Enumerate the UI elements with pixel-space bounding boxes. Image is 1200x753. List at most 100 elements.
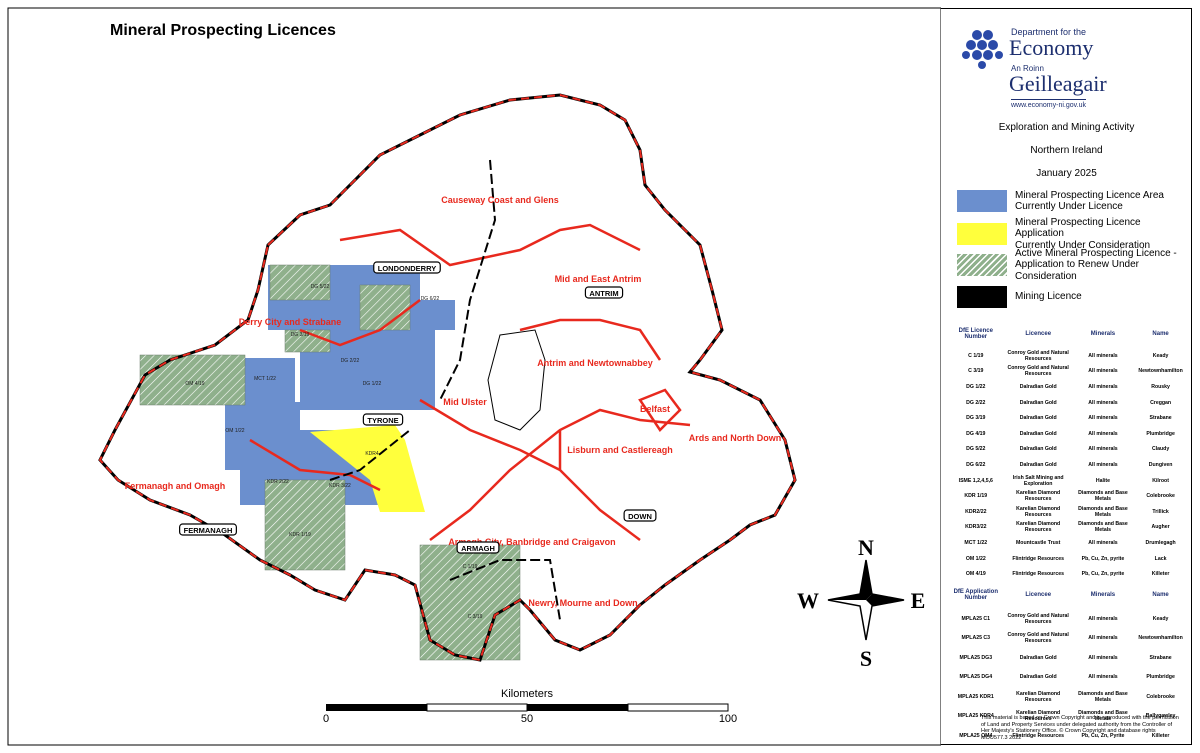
table-cell: KDR 1/19 xyxy=(964,493,988,500)
table-row: KDR2/22 Karelian Diamond Resources Diamond… xyxy=(947,504,1187,520)
compass-n: N xyxy=(858,535,874,560)
header-row: DfE Licence Number Licencee Minerals Name xyxy=(947,320,1187,348)
legend-line: Mineral Prospecting Licence Area xyxy=(1015,189,1164,201)
county-box xyxy=(456,541,500,554)
column-header: DfE Application Number xyxy=(953,589,999,601)
licence-area xyxy=(420,300,455,330)
compass-e: E xyxy=(911,588,926,613)
licence-label: C 1/19 xyxy=(463,564,478,570)
table-cell: Karelian Diamond Resources xyxy=(1016,521,1061,534)
legend-item: Mining Licence xyxy=(957,285,1082,309)
table-cell: KDR3/22 xyxy=(965,524,987,531)
footnote: This material is based on Crown Copyrigh… xyxy=(981,715,1179,741)
district-label: Ards and North Down xyxy=(689,433,782,443)
table-cell: Drumlegagh xyxy=(1145,539,1176,546)
application-table: DfE Application Number Licencee Minerals Na… xyxy=(947,581,1187,744)
table-cell: Flintridge Resources xyxy=(1012,571,1064,578)
legend-item: Mineral Prospecting Licence Area Currentl… xyxy=(957,189,1164,213)
licence-area xyxy=(245,358,295,405)
table-cell: Pb, Cu, Zn, pyrite xyxy=(1081,571,1125,578)
county-label: ARMAGH xyxy=(461,544,495,553)
table-cell: ISME 1,2,4,5,6 xyxy=(958,477,993,484)
licence-areas xyxy=(139,264,521,661)
table-cell: Dalradian Gold xyxy=(1019,674,1057,681)
county-box xyxy=(179,523,237,536)
table-cell: All minerals xyxy=(1088,461,1118,468)
table-cell: Diamonds and Base Metals xyxy=(1078,490,1128,503)
legend-text: Mineral Prospecting Licence Application C… xyxy=(1015,217,1191,252)
legend-line: Currently Under Licence xyxy=(1015,201,1123,212)
district-label: Mid Ulster xyxy=(443,397,487,407)
table-row: KDR3/22 Karelian Diamond Resources Diamond… xyxy=(947,520,1187,536)
logo-text: Geilleagair xyxy=(1009,71,1107,96)
table-cell: All minerals xyxy=(1088,635,1118,642)
table-cell: Dungiven xyxy=(1148,461,1173,468)
table-row: DG 4/19 Dalradian Gold All minerals Plumbri… xyxy=(947,426,1187,442)
licence-label: OM 4/19 xyxy=(185,381,204,387)
table-cell: Diamonds and Base Metals xyxy=(1078,521,1128,534)
table-cell: MCT 1/22 xyxy=(964,539,988,546)
legend-item: Active Mineral Prospecting Licence - Appl… xyxy=(957,248,1191,282)
scale-title: Kilometers xyxy=(501,688,553,700)
ni-coastline xyxy=(98,93,797,662)
scale-segment xyxy=(627,703,729,712)
legend-text: Active Mineral Prospecting Licence - Appl… xyxy=(1015,248,1191,283)
table-cell: DG 4/19 xyxy=(966,430,986,437)
table-cell: MPLA25 KDR1 xyxy=(957,693,994,700)
table-cell: All minerals xyxy=(1088,654,1118,661)
licence-label: KDR4 xyxy=(365,451,379,457)
table-row: C 3/19 Conroy Gold and Natural Resources A… xyxy=(947,364,1187,380)
licence-table: DfE Licence Number Licencee Minerals Name C … xyxy=(947,320,1187,582)
map-title: Mineral Prospecting Licences xyxy=(110,22,336,39)
table-cell: Colebrooke xyxy=(1146,693,1175,700)
scale-segment xyxy=(326,704,427,711)
table-row: KDR 1/19 Karelian Diamond Resources Diamon… xyxy=(947,488,1187,504)
table-cell: Plumbridge xyxy=(1146,674,1175,681)
table-cell: All minerals xyxy=(1088,399,1118,406)
table-row: OM 4/19 Flintridge Resources Pb, Cu, Zn, p… xyxy=(947,566,1187,582)
table-row: DG 1/22 Dalradian Gold All minerals Rousky xyxy=(947,379,1187,395)
table-cell: Lack xyxy=(1154,555,1167,562)
compass-w: W xyxy=(797,588,819,613)
table-cell: Dalradian Gold xyxy=(1019,446,1057,453)
legend-swatch xyxy=(957,254,1007,276)
compass: N E S W xyxy=(797,535,925,671)
logo-mark xyxy=(962,30,1003,69)
legend-swatch xyxy=(957,223,1007,245)
licence-label: DG 3/19 xyxy=(291,332,310,338)
table-cell: KDR2/22 xyxy=(965,508,987,515)
table-cell: DG 1/22 xyxy=(966,383,986,390)
table-cell: Dalradian Gold xyxy=(1019,430,1057,437)
logo-text: Economy xyxy=(1009,35,1094,60)
table-cell: All minerals xyxy=(1088,430,1118,437)
county-box xyxy=(362,413,404,426)
table-cell: Strabane xyxy=(1149,654,1172,661)
scale-label: 50 xyxy=(521,713,533,725)
compass-s: S xyxy=(860,646,872,671)
table-row: MPLA25 OM4 Flintridge Resources Pb, Cu, Zn… xyxy=(947,726,1187,744)
district-label: Causeway Coast and Glens xyxy=(441,195,559,205)
table-cell: Rousky xyxy=(1151,383,1170,390)
table-row: C 1/19 Conroy Gold and Natural Resources A… xyxy=(947,348,1187,364)
logo-url: www.economy-ni.gov.uk xyxy=(1011,99,1086,109)
licence-label: KDR 1/19 xyxy=(289,532,311,538)
heading: January 2025 xyxy=(1036,168,1097,179)
column-header: Name xyxy=(1152,592,1169,598)
table-cell: All minerals xyxy=(1088,383,1118,390)
column-header: DfE Licence Number xyxy=(958,328,993,340)
table-cell: Dalradian Gold xyxy=(1019,415,1057,422)
county-boundaries xyxy=(329,159,561,621)
table-cell: Irish Salt Mining and Exploration xyxy=(1012,474,1064,487)
compass-star-shade xyxy=(828,560,872,640)
table-cell: All minerals xyxy=(1088,368,1118,375)
scale-segment xyxy=(426,703,528,712)
licence-label: C 3/19 xyxy=(468,614,483,620)
table-cell: Killeter xyxy=(1151,732,1170,739)
legend-line: Mineral Prospecting Licence Application xyxy=(1015,216,1141,240)
table-cell: DG 5/22 xyxy=(966,446,986,453)
table-row: DG 2/22 Dalradian Gold All minerals Creggan xyxy=(947,395,1187,411)
table-cell: MPLA25 KDR4 xyxy=(957,713,994,720)
table-cell: C 1/19 xyxy=(968,352,984,359)
table-cell: Conroy Gold and Natural Resources xyxy=(1007,632,1069,645)
table-cell: Karelian Diamond Resources xyxy=(1016,690,1061,703)
